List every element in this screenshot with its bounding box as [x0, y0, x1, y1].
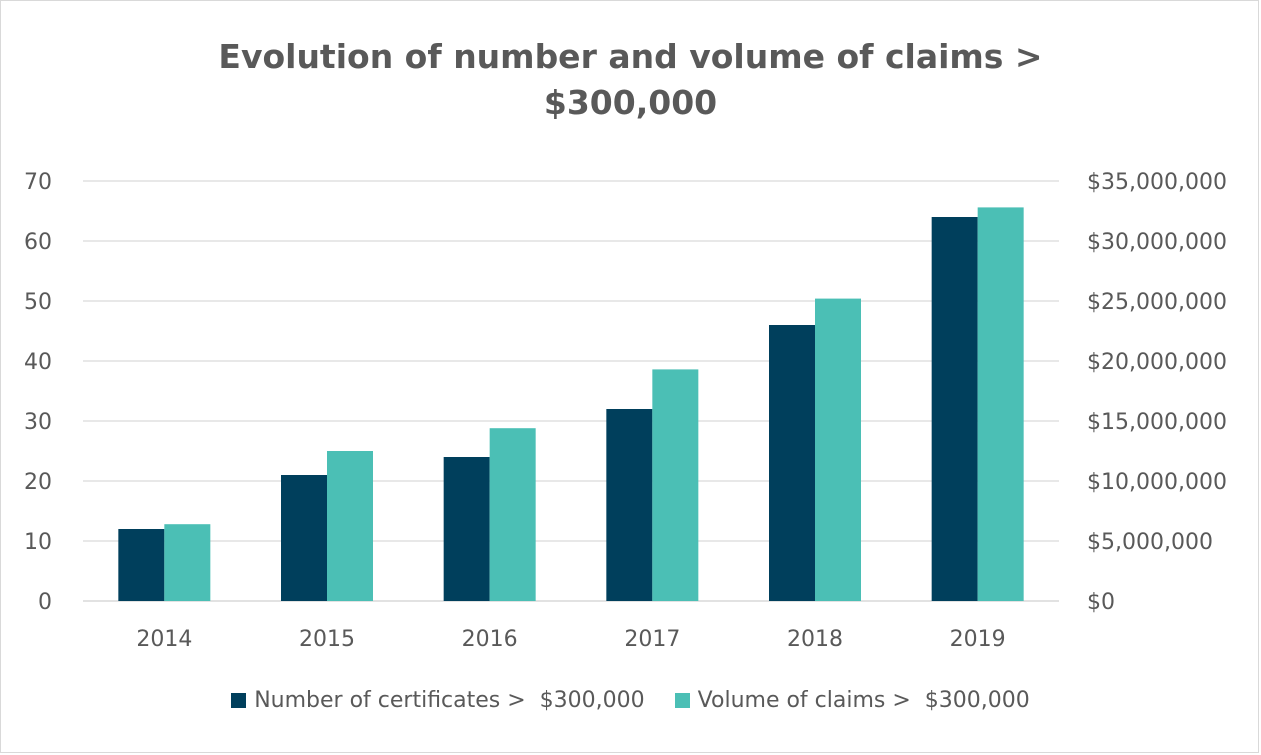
right-axis-tick-label: $0	[1087, 590, 1115, 615]
left-axis-tick-label: 30	[24, 410, 52, 435]
left-axis-tick-label: 70	[24, 170, 52, 195]
left-axis-ticks: 0 10 20 30 40 50 60 70	[24, 170, 52, 615]
bar-number-of-certificates-2014	[118, 529, 165, 601]
legend-item-number-of-certificates: Number of certificates > $300,000	[231, 688, 645, 713]
x-axis-tick-label: 2019	[950, 627, 1006, 652]
bar-volume-of-claims-2019	[977, 207, 1024, 601]
legend-label-volume-of-claims: Volume of claims > $300,000	[697, 688, 1030, 713]
bar-volume-of-claims-2015	[327, 451, 373, 601]
right-axis-ticks: $0 $5,000,000 $10,000,000 $15,000,000 $20,00…	[1087, 170, 1227, 615]
legend-item-volume-of-claims: Volume of claims > $300,000	[674, 688, 1030, 713]
x-axis-ticks: 2014 2015 2016 2017 2018 2019	[136, 627, 1005, 652]
left-axis-tick-label: 60	[24, 230, 52, 255]
x-axis-tick-label: 2016	[462, 627, 518, 652]
left-axis-tick-label: 50	[24, 290, 52, 315]
right-axis-tick-label: $35,000,000	[1087, 170, 1227, 195]
right-axis-tick-label: $5,000,000	[1087, 530, 1213, 555]
legend-swatch-number-of-certificates	[231, 693, 247, 708]
left-axis-tick-label: 0	[38, 590, 52, 615]
left-axis-tick-label: 20	[24, 470, 52, 495]
bar-number-of-certificates-2018	[769, 325, 815, 601]
bars	[118, 207, 1024, 601]
bar-volume-of-claims-2018	[815, 298, 861, 601]
bar-volume-of-claims-2014	[164, 524, 211, 601]
x-axis-tick-label: 2015	[299, 627, 355, 652]
bar-number-of-certificates-2015	[281, 475, 327, 601]
legend: Number of certificates > $300,000 Volume…	[0, 688, 1261, 713]
right-axis-tick-label: $15,000,000	[1087, 410, 1227, 435]
right-axis-tick-label: $25,000,000	[1087, 290, 1227, 315]
x-axis-tick-label: 2018	[787, 627, 843, 652]
left-axis-tick-label: 10	[24, 530, 52, 555]
bar-number-of-certificates-2016	[443, 457, 490, 601]
bar-number-of-certificates-2019	[931, 217, 978, 601]
right-axis-tick-label: $30,000,000	[1087, 230, 1227, 255]
gridlines	[83, 180, 1059, 602]
x-axis-tick-label: 2014	[136, 627, 192, 652]
chart-title: Evolution of number and volume of claims…	[218, 37, 1043, 122]
legend-label-number-of-certificates: Number of certificates > $300,000	[254, 688, 645, 713]
left-axis-tick-label: 40	[24, 350, 52, 375]
right-axis-tick-label: $20,000,000	[1087, 350, 1227, 375]
x-axis-tick-label: 2017	[624, 627, 680, 652]
bar-volume-of-claims-2016	[489, 428, 536, 601]
bar-number-of-certificates-2017	[606, 409, 653, 601]
legend-swatch-volume-of-claims	[674, 693, 690, 708]
bar-volume-of-claims-2017	[652, 369, 699, 601]
right-axis-tick-label: $10,000,000	[1087, 470, 1227, 495]
